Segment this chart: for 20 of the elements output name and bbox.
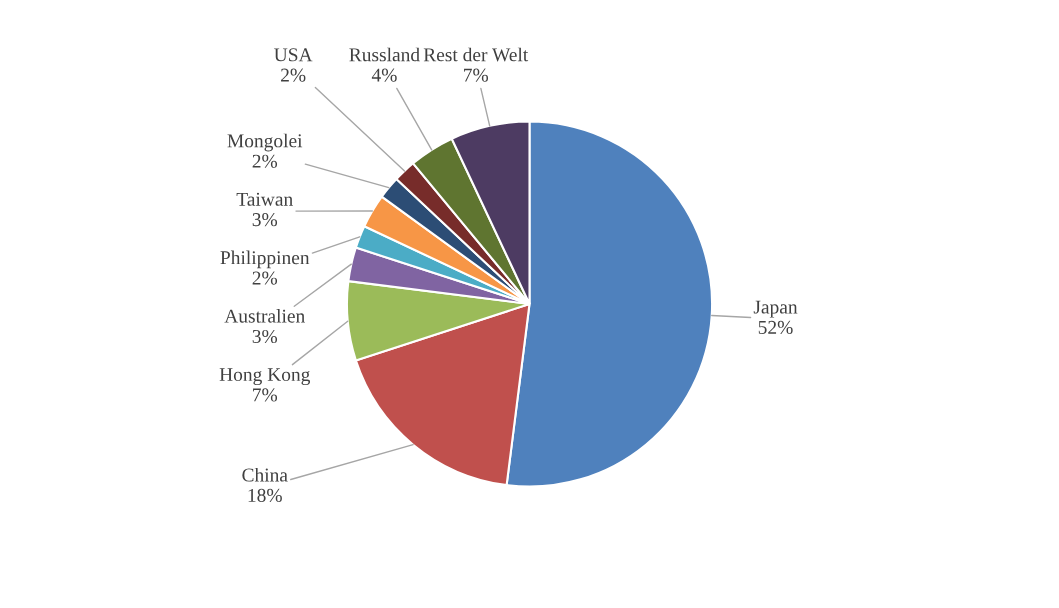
data-label: 52% bbox=[758, 320, 793, 334]
data-label: 2% bbox=[252, 154, 278, 168]
slice-label: Japan bbox=[753, 300, 798, 318]
data-label: 7% bbox=[253, 388, 278, 402]
slice-label: Australien bbox=[224, 309, 305, 323]
slice-label: Hong Kong bbox=[219, 368, 311, 386]
slice-label: Rest der Welt bbox=[423, 47, 529, 62]
data-label: 2% bbox=[252, 271, 278, 285]
slice-label: USA bbox=[274, 48, 313, 62]
data-label: 18% bbox=[248, 488, 282, 502]
slice-label: Taiwan bbox=[236, 192, 293, 206]
data-label: 7% bbox=[464, 68, 489, 82]
slice-label: China bbox=[242, 467, 288, 482]
slice-label: Mongolei bbox=[227, 133, 303, 152]
data-label: 3% bbox=[252, 213, 278, 227]
slice-label: Russland bbox=[349, 47, 420, 62]
data-label: 4% bbox=[371, 68, 397, 82]
data-label: 3% bbox=[252, 329, 278, 344]
data-label: 2% bbox=[281, 68, 306, 82]
slice-label: Philippinen bbox=[220, 250, 310, 269]
